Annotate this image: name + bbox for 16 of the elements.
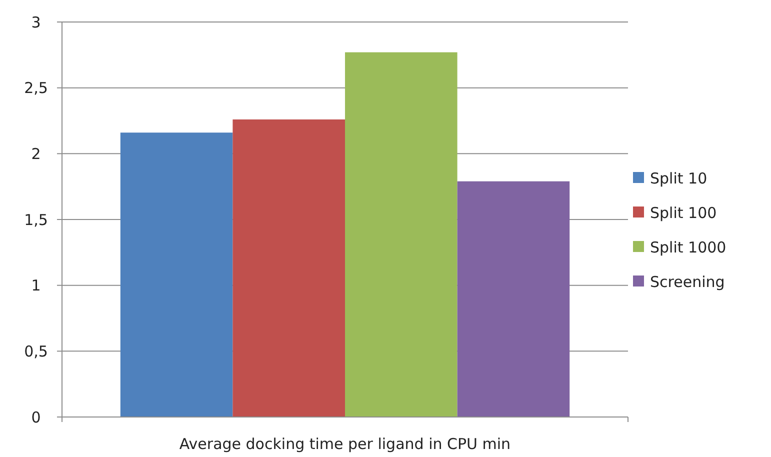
bar [345,52,458,417]
y-tick-label: 2 [31,144,41,163]
y-tick-label: 3 [31,13,41,32]
y-tick-label: 0 [31,408,41,426]
y-tick-label: 1,5 [24,210,48,229]
legend-label: Screening [650,272,725,291]
legend-label: Split 1000 [650,238,726,256]
y-tick-label: 0,5 [24,342,48,360]
x-tick-label: Average docking time per ligand in CPU min [179,435,511,453]
legend-label: Split 10 [650,169,708,188]
legend-label: Split 100 [650,204,717,222]
bar [232,119,345,417]
bar [457,181,570,417]
bar [120,132,233,417]
y-tick-label: 2,5 [24,79,48,98]
y-tick-label: 1 [31,276,41,295]
